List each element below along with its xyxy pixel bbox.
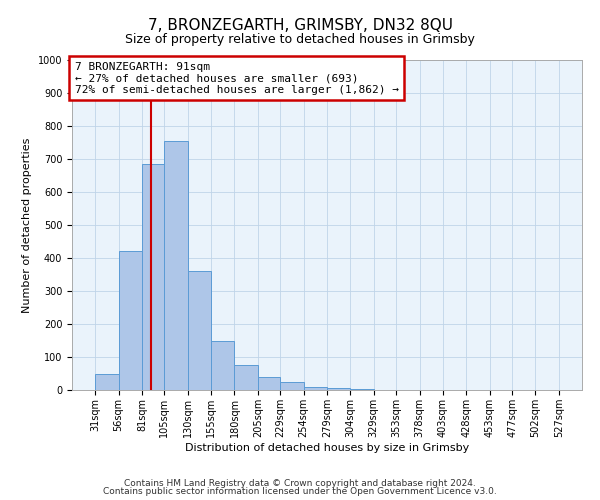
Bar <box>188 271 211 390</box>
Bar <box>142 164 164 390</box>
Bar <box>119 252 142 390</box>
Bar <box>258 378 280 390</box>
X-axis label: Distribution of detached houses by size in Grimsby: Distribution of detached houses by size … <box>185 442 469 452</box>
Text: Contains HM Land Registry data © Crown copyright and database right 2024.: Contains HM Land Registry data © Crown c… <box>124 478 476 488</box>
Bar <box>327 388 350 390</box>
Y-axis label: Number of detached properties: Number of detached properties <box>22 138 32 312</box>
Bar <box>304 386 327 390</box>
Text: 7 BRONZEGARTH: 91sqm
← 27% of detached houses are smaller (693)
72% of semi-deta: 7 BRONZEGARTH: 91sqm ← 27% of detached h… <box>74 62 398 95</box>
Text: Size of property relative to detached houses in Grimsby: Size of property relative to detached ho… <box>125 32 475 46</box>
Bar <box>211 340 235 390</box>
Bar <box>235 365 258 390</box>
Bar <box>280 382 304 390</box>
Bar <box>164 141 188 390</box>
Text: Contains public sector information licensed under the Open Government Licence v3: Contains public sector information licen… <box>103 487 497 496</box>
Bar <box>95 374 119 390</box>
Text: 7, BRONZEGARTH, GRIMSBY, DN32 8QU: 7, BRONZEGARTH, GRIMSBY, DN32 8QU <box>148 18 452 32</box>
